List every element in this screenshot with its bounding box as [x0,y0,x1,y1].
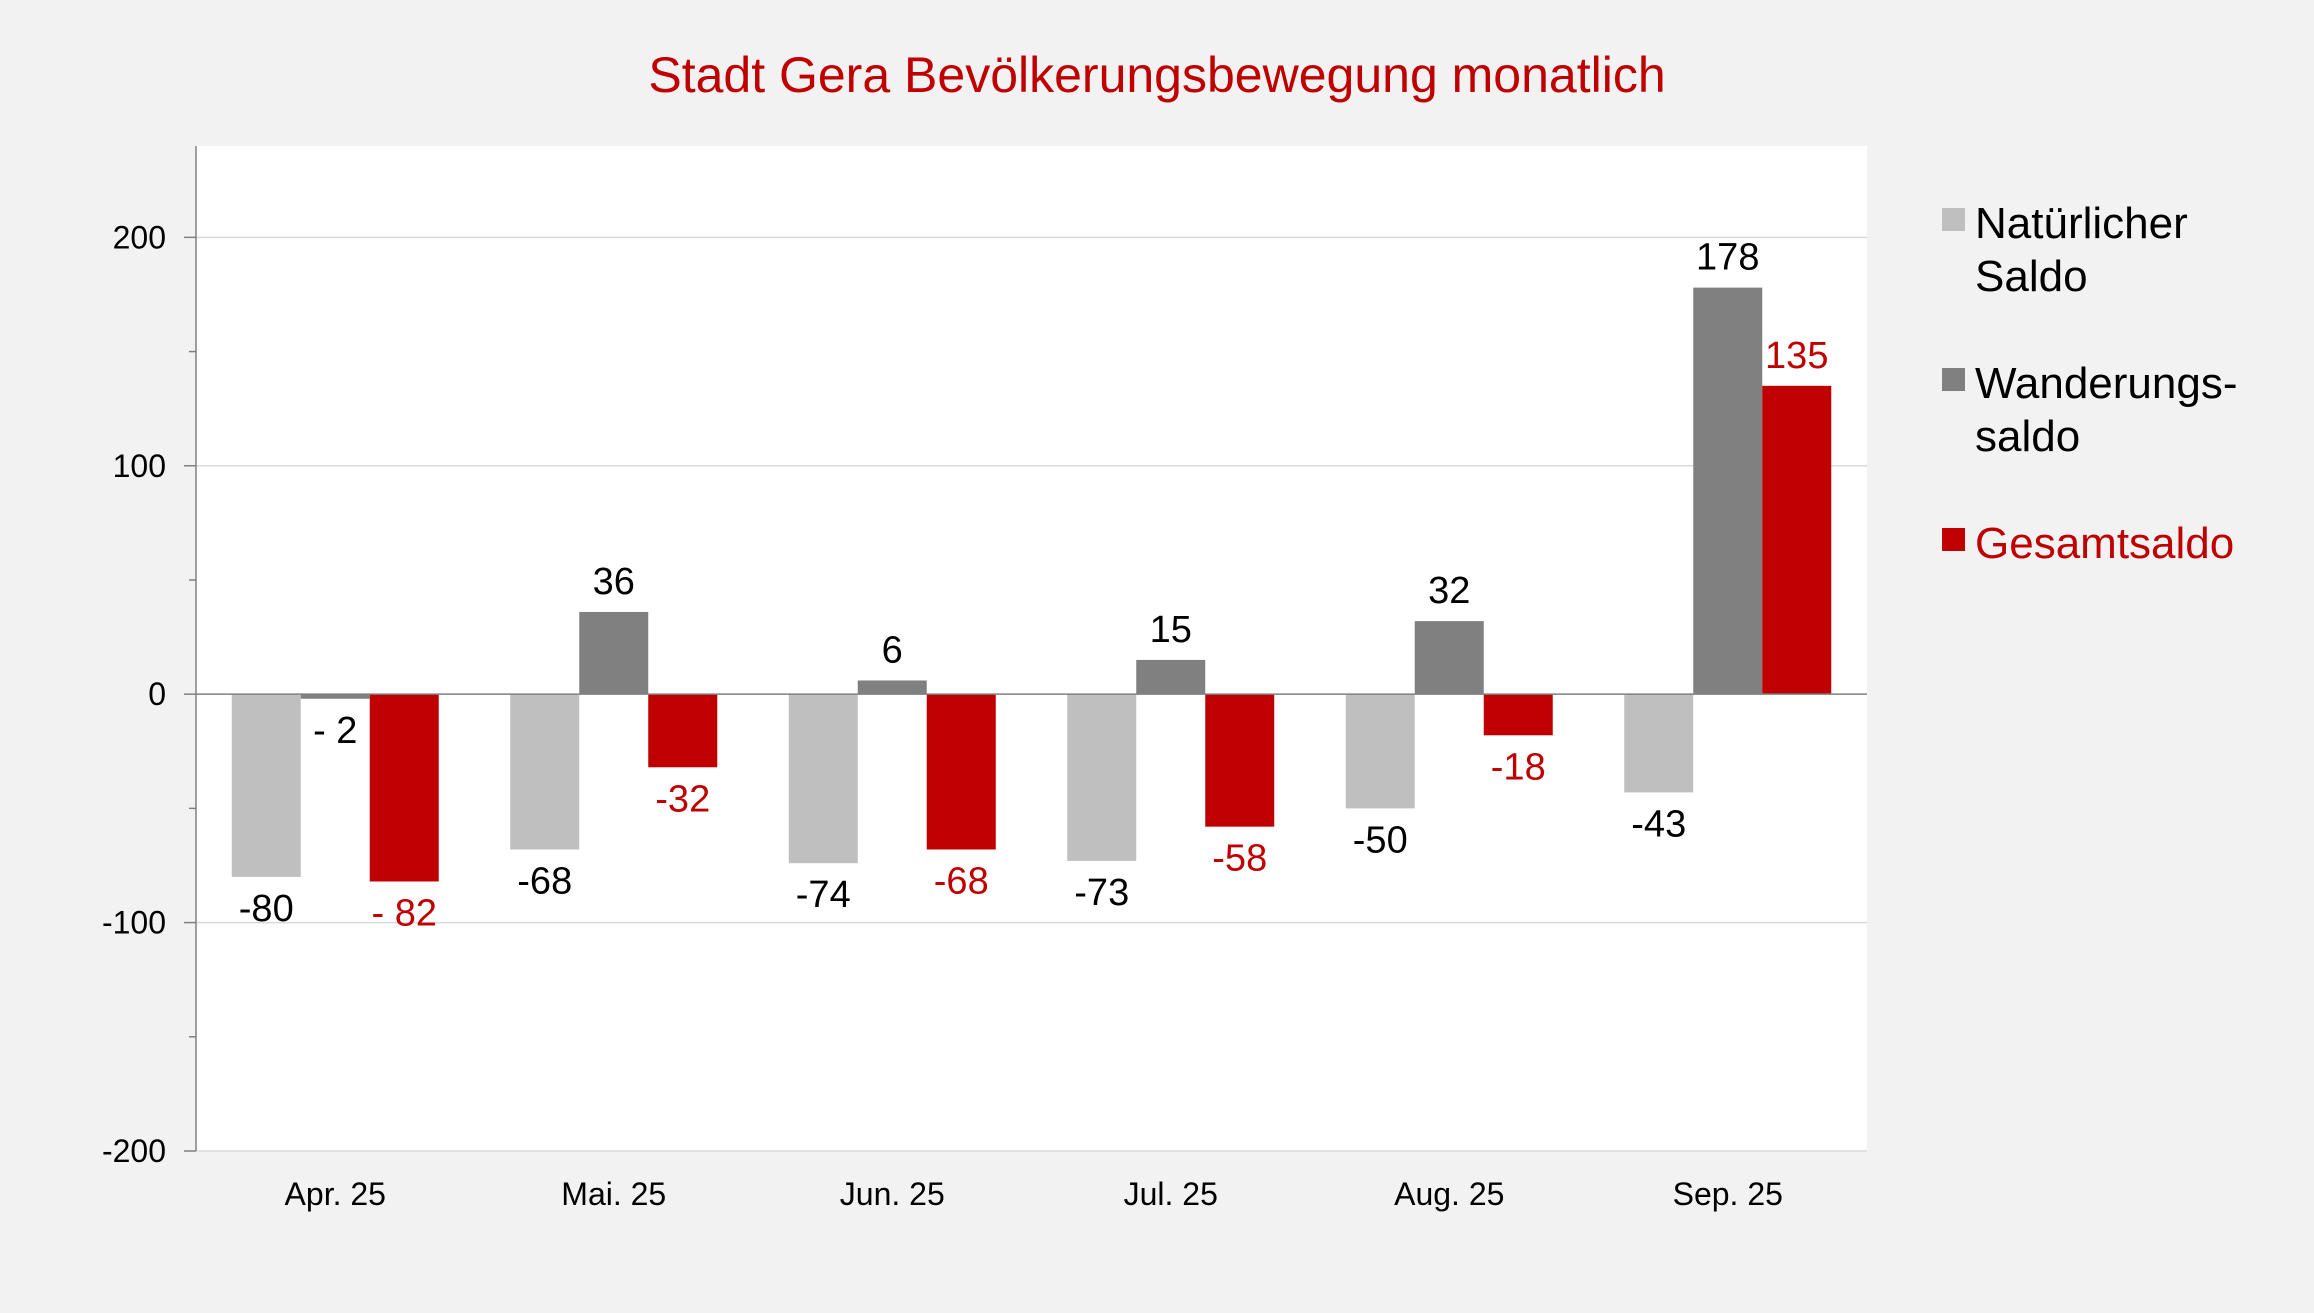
bar-wanderungssaldo [300,694,370,699]
plot-area [196,146,1867,1151]
data-label: -74 [796,874,851,916]
bar-wanderungssaldo [1693,287,1763,695]
bar-gesamtsaldo [369,694,439,882]
data-label: -43 [1631,803,1686,845]
bar-nat-rlicher-saldo [1345,694,1415,809]
data-label: -68 [517,861,572,903]
x-tick-label: Jun. 25 [840,1176,945,1212]
bar-nat-rlicher-saldo [231,694,301,877]
bar-nat-rlicher-saldo [510,694,580,850]
bar-gesamtsaldo [1762,385,1832,695]
data-label: -32 [655,778,710,820]
x-tick-label: Mai. 25 [561,1176,666,1212]
x-tick-label: Sep. 25 [1673,1176,1783,1212]
data-label: - 82 [372,892,437,934]
data-label: 135 [1765,335,1828,377]
data-label: 6 [882,629,903,671]
y-tick-label: -200 [102,1133,166,1169]
bar-gesamtsaldo [926,694,996,850]
data-label: -58 [1212,838,1267,880]
data-label: -18 [1491,746,1546,788]
y-tick-label: 200 [113,219,166,255]
data-label: 15 [1150,609,1192,651]
legend-label: Gesamtsaldo [1975,519,2234,568]
data-label: - 2 [313,710,357,752]
data-label: 36 [593,561,635,603]
bar-nat-rlicher-saldo [1624,694,1694,793]
legend-label: Natürlicher [1975,199,2188,248]
legend-label: Saldo [1975,252,2088,301]
chart-title: Stadt Gera Bevölkerungsbewegung monatlic… [648,47,1665,103]
legend-label: Wanderungs- [1975,359,2238,408]
legend-label: saldo [1975,412,2080,461]
x-tick-label: Jul. 25 [1124,1176,1218,1212]
data-label: -50 [1353,819,1408,861]
bar-wanderungssaldo [579,611,649,695]
bar-wanderungssaldo [857,680,927,695]
bar-wanderungssaldo [1414,621,1484,695]
bar-gesamtsaldo [1483,694,1553,736]
bar-nat-rlicher-saldo [1067,694,1137,861]
legend-swatch [1942,208,1965,231]
x-tick-label: Aug. 25 [1394,1176,1504,1212]
data-label: 178 [1696,237,1759,279]
data-label: 32 [1428,570,1470,612]
legend-swatch [1942,528,1965,551]
y-tick-label: 0 [148,676,166,712]
y-tick-label: -100 [102,905,166,941]
bar-gesamtsaldo [648,694,718,768]
x-tick-label: Apr. 25 [285,1176,386,1212]
data-label: -73 [1074,872,1129,914]
legend-swatch [1942,368,1965,391]
data-label: -80 [239,888,294,930]
bar-wanderungssaldo [1136,659,1206,695]
y-tick-label: 100 [113,448,166,484]
data-label: -68 [934,861,989,903]
bar-gesamtsaldo [1205,694,1275,827]
bar-nat-rlicher-saldo [788,694,858,864]
